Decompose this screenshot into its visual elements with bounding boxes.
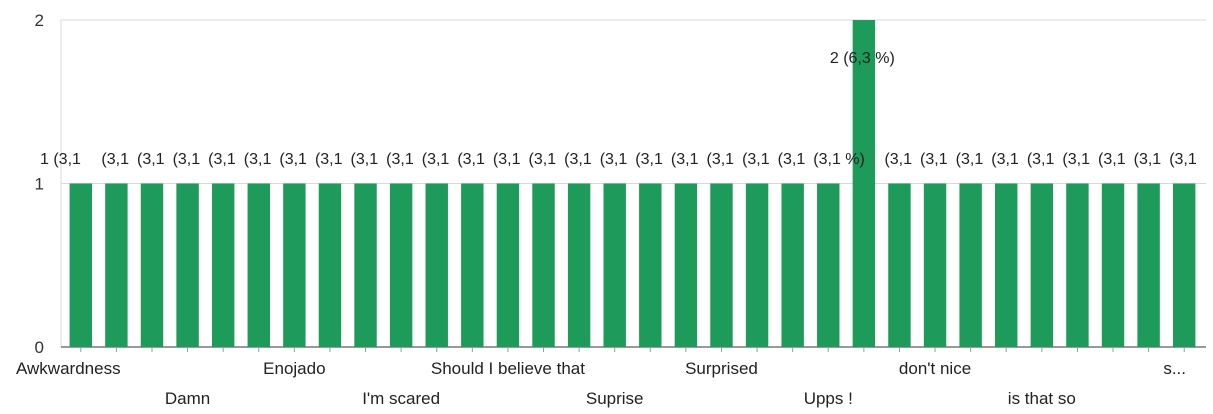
bar <box>247 183 270 347</box>
data-label: (3,1 <box>564 151 592 168</box>
bar <box>425 183 448 347</box>
bar <box>567 183 591 347</box>
x-category-label: Surprised <box>685 359 758 378</box>
data-label: (3,1 <box>386 151 414 168</box>
bar <box>603 183 626 347</box>
bar <box>105 183 128 347</box>
data-label: (3,1 <box>529 151 557 168</box>
data-label: (3,1 <box>422 151 450 168</box>
bar <box>211 183 235 347</box>
bar <box>496 183 520 347</box>
x-category-label: Enojado <box>263 359 325 378</box>
bar <box>283 183 306 347</box>
data-label: (3,1 <box>1134 151 1162 168</box>
data-label: (3,1 <box>351 151 379 168</box>
data-label: (3,1 <box>884 151 912 168</box>
data-labels: 1 (3,1 (3,1 (3,1 (3,1 (3,1 (3,1 (3,1 (3,1 (3,1 (3… <box>40 50 1197 168</box>
data-label: (3,1 <box>137 151 165 168</box>
bar <box>639 183 662 347</box>
x-category-label: Upps ! <box>804 389 853 408</box>
data-label: (3,1 <box>1062 151 1090 168</box>
bar <box>140 183 164 347</box>
data-label: (3,1 <box>101 151 129 168</box>
data-label: (3,1 <box>1027 151 1055 168</box>
data-label: (3,1 <box>600 151 628 168</box>
bar <box>852 20 876 347</box>
bar <box>1172 183 1196 347</box>
data-label: (3,1 <box>778 151 806 168</box>
bar <box>959 183 982 347</box>
data-label: (3,1 <box>279 151 307 168</box>
data-label: (3,1 <box>1169 151 1197 168</box>
x-category-label: s... <box>1163 359 1186 378</box>
y-tick-label: 1 <box>35 175 44 194</box>
bar <box>318 183 342 347</box>
x-axis-labels: Awkwardness Damn Enojado I'm scared Should I… <box>16 359 1186 408</box>
bar <box>817 183 840 347</box>
data-label: (3,1 <box>635 151 663 168</box>
bar <box>176 183 199 347</box>
bar <box>923 183 947 347</box>
data-label: (3,1 <box>1098 151 1126 168</box>
data-label: (3,1 <box>742 151 770 168</box>
bar <box>674 183 698 347</box>
data-label: 2 (6,3 %) <box>830 50 895 67</box>
bar <box>781 183 804 347</box>
bar <box>1066 183 1089 347</box>
bar <box>710 183 733 347</box>
x-category-label: Should I believe that <box>431 359 585 378</box>
bar <box>1137 183 1160 347</box>
data-label: (3,1 <box>920 151 948 168</box>
data-label: (3,1 <box>208 151 236 168</box>
data-label: (3,1 <box>244 151 272 168</box>
y-tick-label: 2 <box>35 11 44 30</box>
bar <box>69 183 93 347</box>
x-category-label: Awkwardness <box>16 359 121 378</box>
data-label: (3,1 <box>956 151 984 168</box>
data-label: (3,1 <box>671 151 699 168</box>
bar <box>995 183 1018 347</box>
bar <box>888 183 911 347</box>
x-category-label: Damn <box>165 389 210 408</box>
x-category-label: Suprise <box>586 389 644 408</box>
bar <box>461 183 484 347</box>
data-label: (3,1 <box>706 151 734 168</box>
bar <box>1030 183 1054 347</box>
bars <box>69 20 1196 347</box>
y-axis: 0 1 2 <box>35 11 44 357</box>
x-category-label: I'm scared <box>362 389 440 408</box>
data-label: (3,1 <box>991 151 1019 168</box>
data-label: (3,1 <box>457 151 485 168</box>
y-tick-label: 0 <box>35 338 44 357</box>
x-category-label: don't nice <box>899 359 971 378</box>
x-category-label: is that so <box>1008 389 1076 408</box>
bar <box>354 183 377 347</box>
data-label: (3,1 <box>493 151 521 168</box>
data-label: (3,1 %) <box>813 151 865 168</box>
data-label: (3,1 <box>315 151 343 168</box>
bar <box>389 183 413 347</box>
data-label: 1 (3,1 <box>40 151 81 168</box>
data-label: (3,1 <box>173 151 201 168</box>
bar <box>532 183 555 347</box>
bar <box>1101 183 1125 347</box>
bar <box>745 183 769 347</box>
